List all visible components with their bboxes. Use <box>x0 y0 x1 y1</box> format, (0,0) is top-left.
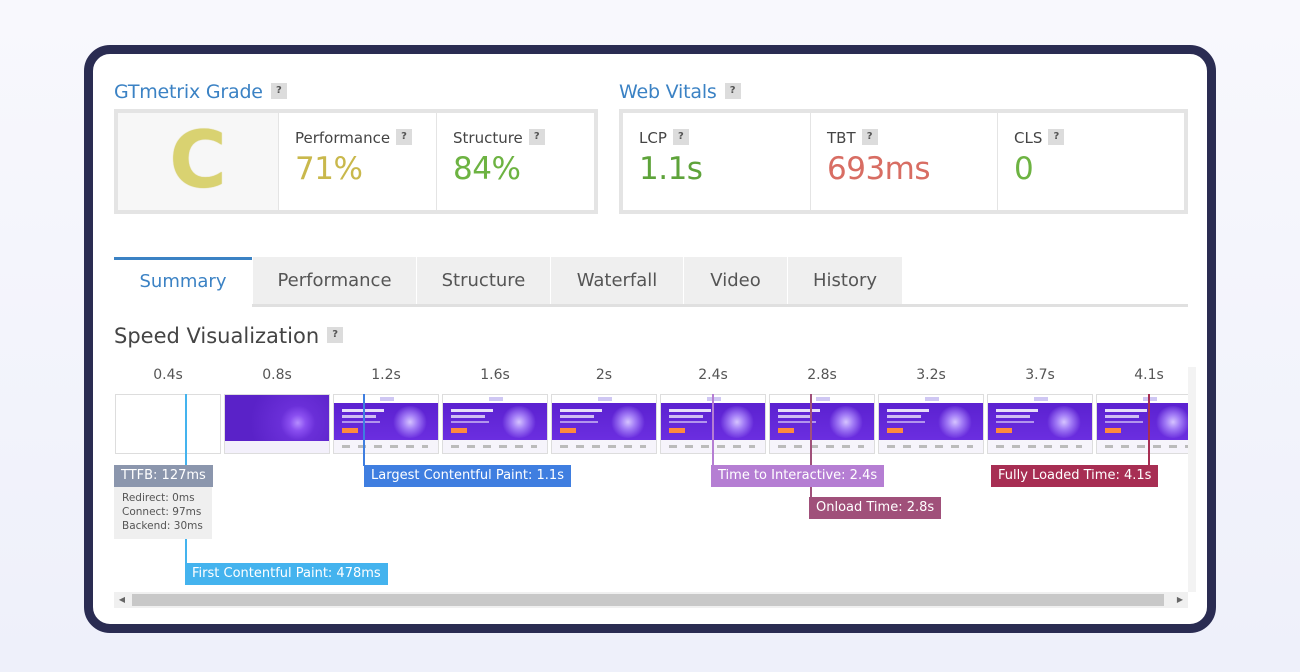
filmstrip-frame[interactable] <box>878 394 984 454</box>
tbt-label: TBT <box>827 129 856 147</box>
speed-timeline: 0.4s 0.8s 1.2s 1.6s 2s 2.4s 2.8s 3.2s 3.… <box>114 367 1188 607</box>
fcp-marker: First Contentful Paint: 478ms <box>185 563 388 585</box>
tti-marker: Time to Interactive: 2.4s <box>711 465 885 487</box>
tick-label: 1.6s <box>480 367 510 383</box>
filmstrip-frame[interactable] <box>442 394 548 454</box>
tick-label: 3.2s <box>916 367 946 383</box>
onload-marker: Onload Time: 2.8s <box>809 497 942 519</box>
tab-history[interactable]: History <box>788 257 902 304</box>
lcp-label: LCP <box>639 129 667 147</box>
vertical-scrollbar[interactable] <box>1188 367 1196 592</box>
structure-label: Structure <box>453 129 523 147</box>
scroll-right-button[interactable]: ▶ <box>1176 595 1184 604</box>
tab-waterfall[interactable]: Waterfall <box>551 257 683 304</box>
structure-value: 84% <box>453 151 521 187</box>
web-vitals-box: LCP? 1.1s TBT? 693ms CLS? 0 <box>619 109 1188 214</box>
lcp-value: 1.1s <box>639 151 703 187</box>
scroll-left-button[interactable]: ◀ <box>118 595 126 604</box>
grade-letter: C <box>169 116 227 206</box>
help-icon[interactable]: ? <box>672 129 689 145</box>
filmstrip-frame[interactable] <box>1096 394 1188 454</box>
report-tabs: Summary Performance Structure Waterfall … <box>114 257 1188 307</box>
lcp-cell: LCP? 1.1s <box>623 113 810 210</box>
tab-performance[interactable]: Performance <box>253 257 416 304</box>
help-icon[interactable]: ? <box>327 327 344 343</box>
filmstrip-frame[interactable] <box>769 394 875 454</box>
tick-label: 2.8s <box>807 367 837 383</box>
filmstrip-frame[interactable] <box>224 394 330 454</box>
tab-structure[interactable]: Structure <box>417 257 550 304</box>
filmstrip-frame[interactable] <box>333 394 439 454</box>
filmstrip-frame[interactable] <box>987 394 1093 454</box>
performance-label: Performance <box>295 129 391 147</box>
tick-label: 0.4s <box>153 367 183 383</box>
cls-cell: CLS? 0 <box>997 113 1184 210</box>
tbt-cell: TBT? 693ms <box>810 113 997 210</box>
connect-time: Connect: 97ms <box>122 506 202 518</box>
fully-loaded-marker: Fully Loaded Time: 4.1s <box>991 465 1159 487</box>
tick-label: 2.4s <box>698 367 728 383</box>
grade-cell: C <box>118 113 278 210</box>
fully-loaded-line <box>1148 394 1150 466</box>
cls-value: 0 <box>1014 151 1034 187</box>
help-icon[interactable]: ? <box>1048 129 1065 145</box>
help-icon[interactable]: ? <box>861 129 878 145</box>
cls-label: CLS <box>1014 129 1043 147</box>
performance-value: 71% <box>295 151 363 187</box>
lcp-marker: Largest Contentful Paint: 1.1s <box>364 465 571 487</box>
filmstrip-frame[interactable] <box>115 394 221 454</box>
filmstrip-frame[interactable] <box>551 394 657 454</box>
help-icon[interactable]: ? <box>724 82 741 99</box>
help-icon[interactable]: ? <box>528 129 545 145</box>
tbt-value: 693ms <box>827 151 931 187</box>
tick-label: 1.2s <box>371 367 401 383</box>
tti-line <box>712 394 714 466</box>
tick-label: 4.1s <box>1134 367 1164 383</box>
scroll-thumb[interactable] <box>132 594 1164 606</box>
ttfb-breakdown: Redirect: 0ms Connect: 97ms Backend: 30m… <box>114 487 212 539</box>
help-icon[interactable]: ? <box>396 129 413 145</box>
tick-label: 0.8s <box>262 367 292 383</box>
gtmetrix-grade-title: GTmetrix Grade? <box>114 81 287 103</box>
tick-label: 2s <box>595 367 613 383</box>
help-icon[interactable]: ? <box>270 82 287 99</box>
tick-label: 3.7s <box>1025 367 1055 383</box>
redirect-time: Redirect: 0ms <box>122 492 195 504</box>
speed-visualization-title: Speed Visualization? <box>114 324 344 348</box>
web-vitals-title: Web Vitals? <box>619 81 741 103</box>
tab-summary[interactable]: Summary <box>114 257 252 307</box>
grade-box: C Performance? 71% Structure? 84% <box>114 109 598 214</box>
onload-line <box>810 394 812 498</box>
structure-cell: Structure? 84% <box>436 113 594 210</box>
backend-time: Backend: 30ms <box>122 520 203 532</box>
ttfb-marker: TTFB: 127ms <box>114 465 213 487</box>
horizontal-scrollbar[interactable]: ◀ ▶ <box>114 592 1188 608</box>
performance-cell: Performance? 71% <box>278 113 436 210</box>
lcp-line <box>363 394 365 466</box>
tab-video[interactable]: Video <box>684 257 787 304</box>
report-frame: GTmetrix Grade? C Performance? 71% Struc… <box>84 45 1216 633</box>
